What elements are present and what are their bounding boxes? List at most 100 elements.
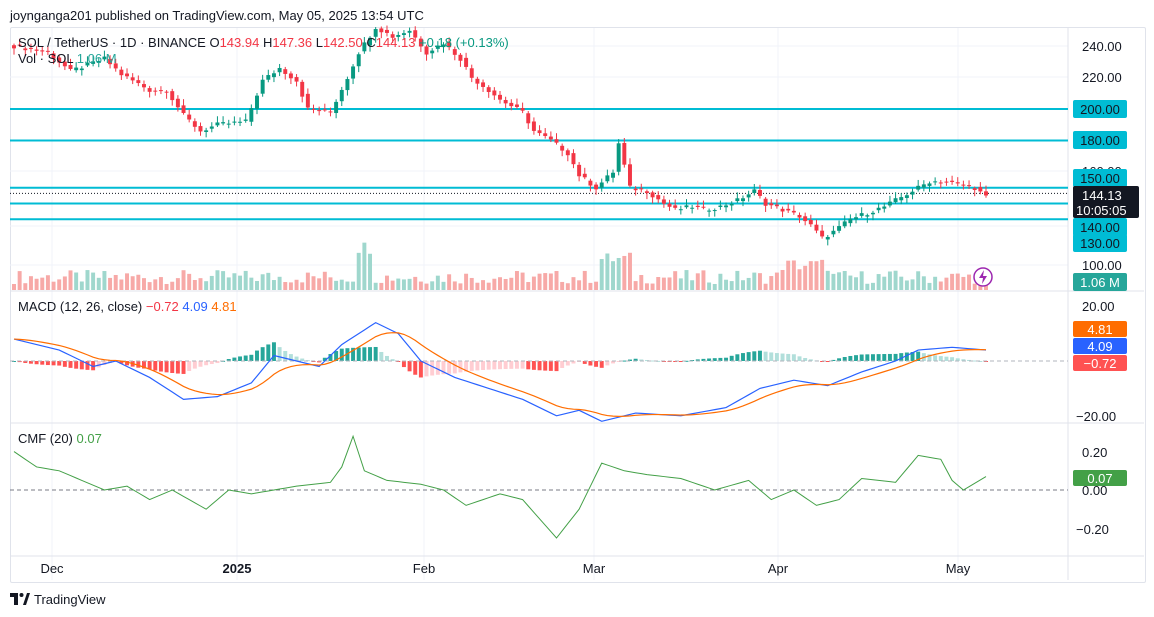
candle-body	[526, 113, 531, 124]
candle-body	[28, 47, 33, 49]
macd-histogram-bar	[498, 361, 502, 370]
volume-bar	[899, 276, 904, 290]
legend-part: 4.09	[182, 299, 211, 314]
candle-body	[266, 75, 271, 80]
legend-part: 142.50	[323, 35, 366, 50]
volume-bar	[96, 277, 101, 290]
candle-body	[464, 57, 469, 67]
macd-histogram-bar	[955, 358, 960, 361]
macd-histogram-bar	[560, 361, 565, 368]
legend-part: CMF (20)	[18, 431, 77, 446]
macd-histogram-bar	[887, 353, 892, 361]
last-price-value: 144.13	[1082, 188, 1122, 203]
macd-histogram-bar	[842, 357, 847, 361]
candle-body	[876, 207, 881, 211]
volume-bar	[464, 273, 469, 290]
last-price-badge-bg	[1073, 186, 1139, 218]
candle-body	[390, 34, 395, 38]
macd-histogram-bar	[588, 361, 593, 366]
volume-bar	[684, 270, 689, 290]
candle-body	[79, 68, 84, 71]
macd-histogram-bar	[243, 355, 248, 361]
candle-body	[204, 130, 209, 132]
candle-body	[842, 221, 847, 227]
candle-body	[859, 213, 864, 216]
volume-bar	[814, 261, 819, 290]
volume-bar	[774, 272, 779, 290]
chart-frame[interactable]	[10, 27, 1146, 583]
macd-histogram-bar	[627, 359, 632, 361]
volume-bar	[334, 280, 339, 290]
candle-body	[577, 164, 582, 177]
time-tick-label: May	[946, 561, 971, 576]
macd-histogram-bar	[158, 361, 163, 372]
macd-histogram-bar	[447, 361, 452, 374]
candle-body	[752, 189, 757, 194]
candle-body	[418, 38, 423, 47]
volume-bar	[498, 277, 502, 290]
candle-body	[441, 44, 446, 48]
candle-body	[921, 184, 926, 188]
candle-body	[221, 122, 226, 124]
macd-histogram-bar	[469, 361, 474, 371]
volume-bar	[656, 277, 661, 290]
cmf-tick-label: −0.20	[1076, 522, 1109, 537]
candle-body	[910, 191, 915, 195]
macd-histogram-bar	[198, 361, 203, 367]
macd-histogram-bar	[650, 360, 655, 362]
macd-histogram-bar	[435, 361, 440, 375]
candle-body	[565, 150, 570, 156]
candle-body	[678, 209, 683, 211]
legend-part: MACD (12, 26, close)	[18, 299, 146, 314]
volume-bar	[373, 282, 378, 290]
legend-part: 1.06 M	[77, 51, 117, 66]
volume-bar	[893, 270, 898, 290]
volume-bar	[701, 270, 706, 290]
volume-bar	[125, 273, 130, 290]
candle-body	[650, 192, 655, 198]
candle-body	[548, 136, 553, 140]
candle-body	[435, 45, 440, 49]
macd-value-badge-text: 4.09	[1087, 339, 1112, 354]
candle-body	[34, 49, 39, 51]
volume-bar	[724, 279, 729, 290]
candle-body	[791, 210, 796, 213]
candle-body	[198, 126, 203, 132]
volume-bar	[537, 273, 542, 290]
macd-histogram-bar	[899, 353, 904, 361]
candle-body	[492, 90, 497, 96]
macd-histogram-bar	[175, 361, 180, 374]
candles	[12, 25, 988, 246]
candle-body	[192, 121, 197, 127]
volume-bar	[548, 273, 553, 290]
candle-body	[328, 111, 333, 113]
candle-body	[356, 54, 361, 67]
volume-bar	[379, 282, 384, 290]
candle-body	[972, 188, 977, 191]
volume-bar	[170, 281, 175, 290]
macd-histogram	[12, 342, 988, 378]
volume-bar	[622, 255, 627, 290]
macd-histogram-bar	[413, 361, 418, 375]
badge-200-text: 200.00	[1080, 102, 1120, 117]
badge-140-text: 140.00	[1080, 220, 1120, 235]
volume-bar	[967, 274, 972, 290]
volume-bar	[452, 281, 457, 290]
volume-bar	[435, 275, 440, 290]
legend-part: Vol · SOL	[18, 51, 77, 66]
volume-bar	[469, 277, 474, 290]
candle-body	[757, 190, 762, 196]
volume-bar	[757, 273, 762, 290]
volume-bar	[741, 280, 745, 290]
candle-body	[961, 184, 966, 186]
volume-bar	[820, 259, 825, 290]
candle-body	[831, 230, 836, 235]
macd-histogram-bar	[791, 354, 796, 361]
volume-bar	[797, 269, 802, 290]
volume-bar	[91, 272, 96, 290]
candle-body	[147, 88, 152, 92]
candle-body	[543, 133, 548, 137]
macd-histogram-bar	[401, 361, 406, 368]
candle-body	[113, 63, 118, 69]
